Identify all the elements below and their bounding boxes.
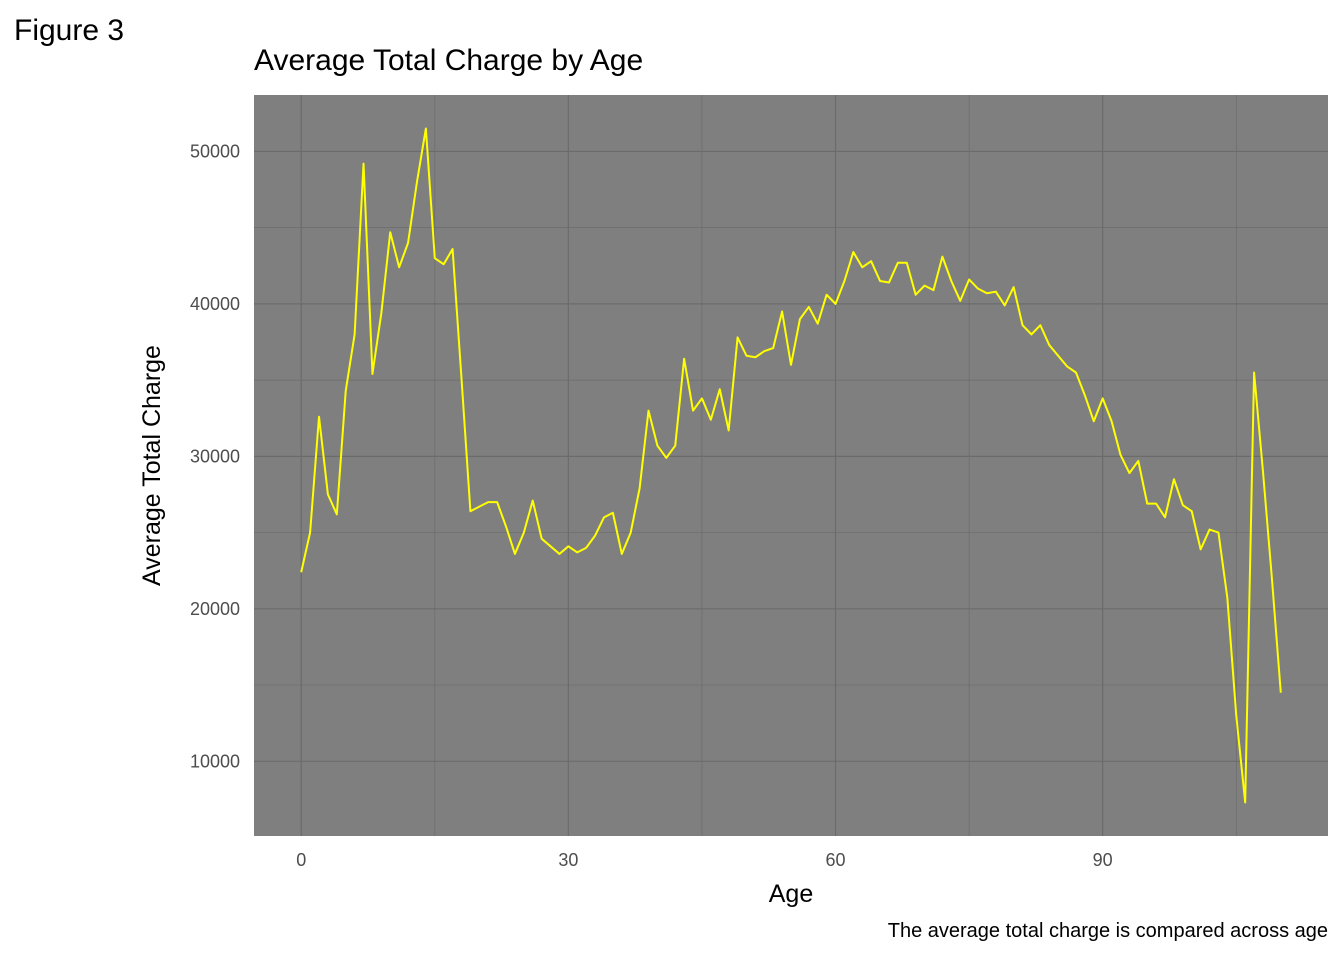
y-tick-label: 40000 [190,294,240,314]
chart-title: Average Total Charge by Age [254,44,644,77]
y-tick-label: 20000 [190,599,240,619]
x-tick-label: 30 [558,850,578,870]
x-tick-label: 0 [296,850,306,870]
x-tick-label: 60 [826,850,846,870]
y-axis-ticks: 10000 20000 30000 40000 50000 [190,141,240,771]
plot-panel [254,95,1328,836]
major-grid [254,95,1328,836]
y-tick-label: 30000 [190,446,240,466]
x-axis-label: Age [769,880,813,908]
x-axis-ticks: 0 30 60 90 [296,850,1113,870]
y-tick-label: 10000 [190,751,240,771]
y-tick-label: 50000 [190,141,240,161]
x-tick-label: 90 [1093,850,1113,870]
figure-label: Figure 3 [14,14,125,47]
y-axis-label: Average Total Charge [138,345,166,586]
series-line [300,127,1282,804]
chart-caption: The average total charge is compared acr… [887,920,1328,942]
